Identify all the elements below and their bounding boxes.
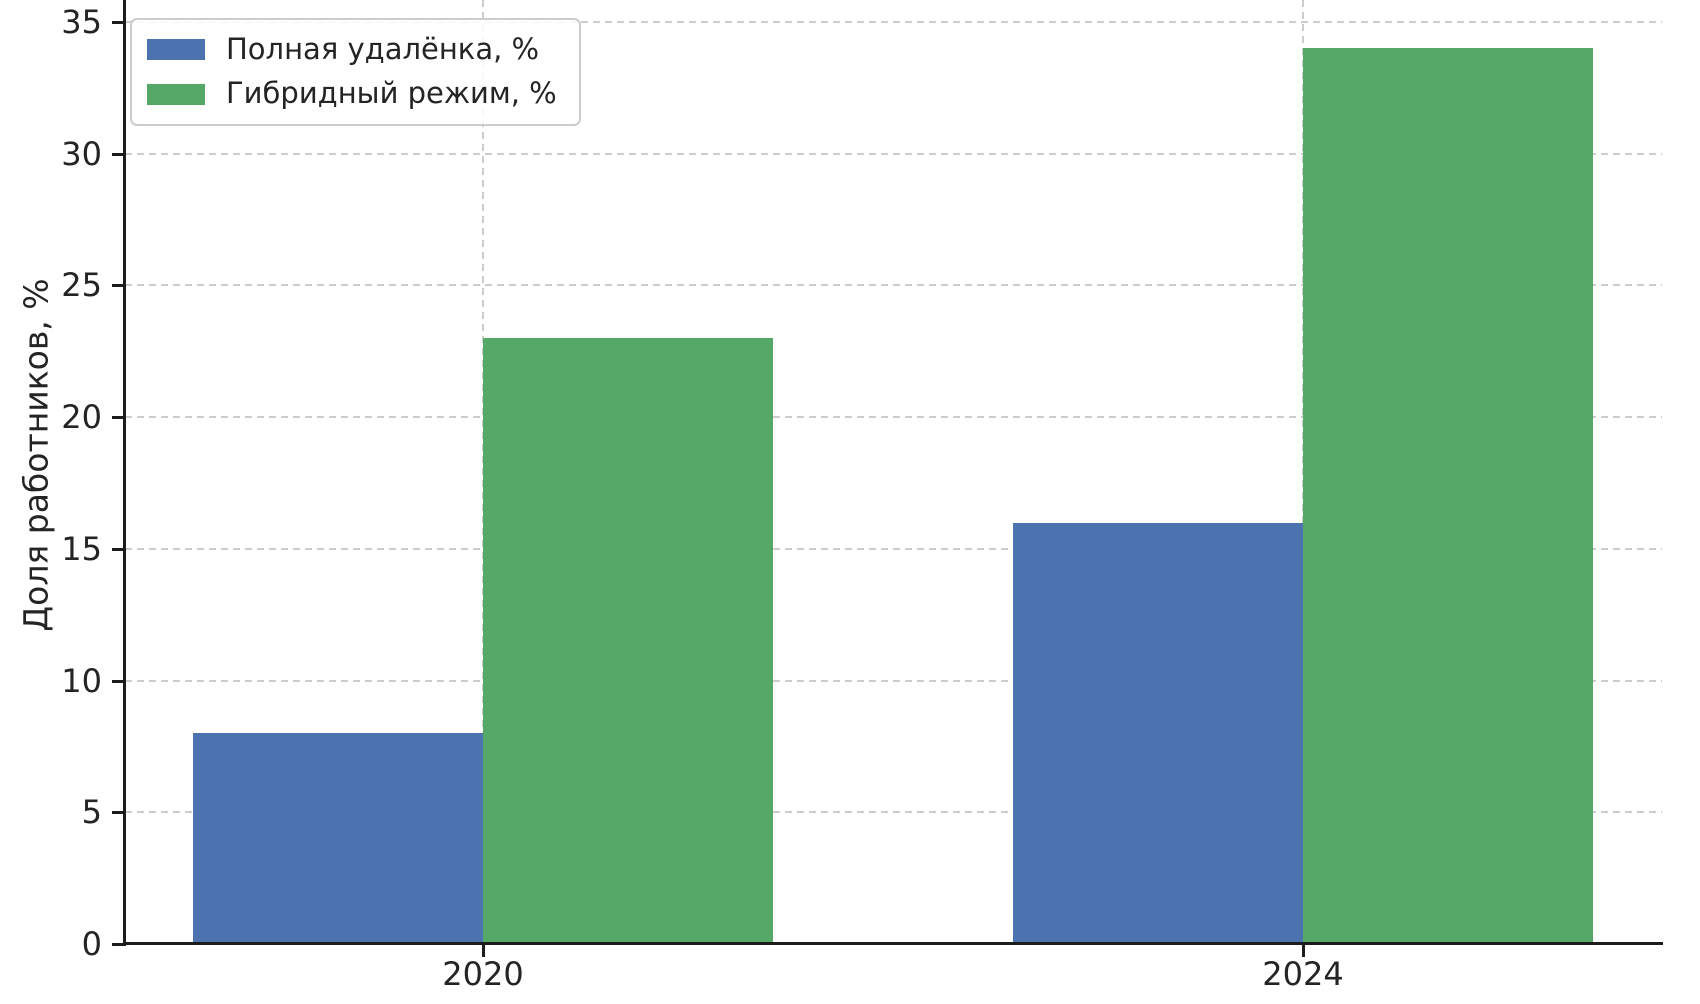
legend-label: Гибридный режим, % [226, 76, 557, 111]
y-tick-label: 5 [81, 793, 102, 832]
x-tick-label: 2024 [1262, 955, 1344, 993]
y-axis-spine [123, 0, 126, 946]
bar [483, 338, 773, 944]
y-tick [112, 679, 125, 683]
legend-item: Полная удалёнка, % [147, 32, 557, 66]
y-tick-label: 20 [61, 398, 102, 437]
y-tick [112, 547, 125, 551]
legend-label: Полная удалёнка, % [226, 32, 540, 66]
x-tick [1302, 945, 1305, 957]
y-axis-label: Доля работников, % [16, 278, 56, 632]
y-tick [112, 21, 125, 24]
x-tick [482, 945, 485, 957]
y-tick [112, 152, 125, 156]
bar [193, 733, 483, 944]
y-tick [112, 811, 125, 815]
bar [1013, 522, 1303, 944]
bar [1303, 48, 1593, 944]
y-tick [112, 943, 125, 946]
x-tick-label: 2020 [442, 955, 524, 993]
y-tick-label: 30 [61, 134, 102, 173]
legend-item: Гибридный режим, % [147, 76, 557, 111]
y-tick-label: 15 [61, 529, 102, 568]
y-tick-label: 35 [61, 3, 102, 41]
y-tick-label: 0 [81, 925, 102, 963]
x-axis-spine [123, 942, 1663, 945]
y-tick-label: 25 [61, 266, 102, 305]
y-tick [112, 416, 125, 420]
legend-swatch-icon [147, 39, 205, 61]
y-tick [112, 284, 125, 288]
legend-swatch-icon [147, 83, 205, 105]
legend: Полная удалёнка, % Гибридный режим, % [130, 18, 581, 126]
y-tick-label: 10 [61, 661, 102, 700]
